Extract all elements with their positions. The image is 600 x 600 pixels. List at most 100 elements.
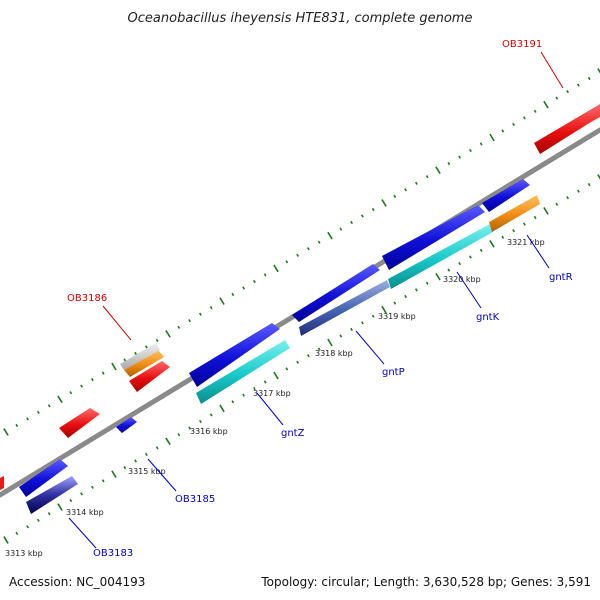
feature-ob3191[interactable] — [534, 104, 600, 154]
feature-gntK-forward[interactable] — [382, 205, 485, 270]
major-tick — [165, 437, 171, 446]
leader-line — [102, 305, 132, 341]
feature-gntK-reverse[interactable] — [388, 224, 493, 289]
feature-ob3183-reverse[interactable] — [26, 476, 78, 514]
gene-label-gntZ[interactable]: gntZ — [281, 428, 305, 439]
major-tick — [57, 395, 63, 404]
kbp-label: 3319 kbp — [378, 312, 416, 321]
gene-label-ob3186[interactable]: OB3186 — [67, 293, 107, 304]
gene-label-ob3191[interactable]: OB3191 — [502, 39, 542, 50]
minor-tick — [155, 338, 159, 343]
minor-tick — [371, 314, 375, 318]
major-tick — [3, 536, 9, 544]
minor-tick — [47, 404, 51, 408]
minor-tick — [253, 386, 256, 391]
kbp-label: 3315 kbp — [128, 467, 166, 476]
minor-tick — [479, 142, 483, 146]
minor-tick — [242, 286, 245, 290]
outer-tick-track — [3, 68, 600, 436]
minor-tick — [469, 255, 472, 259]
gene-label-ob3183[interactable]: OB3183 — [93, 548, 133, 559]
feature-gntR-reverse[interactable] — [489, 195, 540, 232]
minor-tick — [447, 268, 451, 272]
major-tick — [489, 239, 495, 248]
minor-tick — [350, 220, 353, 225]
minor-tick — [479, 248, 483, 253]
minor-tick — [26, 417, 29, 421]
minor-tick — [209, 305, 213, 310]
feature-gntR-forward[interactable] — [482, 179, 530, 212]
minor-tick — [253, 279, 256, 284]
minor-tick — [350, 327, 353, 332]
gene-label-gntR[interactable]: gntR — [549, 272, 573, 283]
minor-tick — [209, 413, 213, 417]
minor-tick — [371, 207, 375, 212]
minor-tick — [317, 240, 321, 244]
minor-tick — [317, 347, 321, 351]
minor-tick — [134, 351, 137, 356]
feature-gntZ-forward[interactable] — [189, 323, 280, 387]
minor-tick — [393, 194, 397, 199]
minor-tick — [199, 312, 202, 316]
leader-line — [456, 271, 482, 309]
minor-tick — [587, 76, 591, 81]
minor-tick — [263, 380, 267, 384]
minor-tick — [339, 334, 343, 338]
topology-text: Topology: circular; Length: 3,630,528 bp… — [260, 575, 591, 589]
feature-gntP-forward[interactable] — [292, 264, 380, 322]
minor-tick — [123, 358, 127, 362]
feature-ob3186-red[interactable] — [129, 361, 170, 392]
major-tick — [543, 207, 549, 215]
gene-label-gntK[interactable]: gntK — [476, 312, 500, 323]
minor-tick — [37, 410, 40, 415]
feature-ob3186-orange[interactable] — [124, 350, 164, 377]
minor-tick — [263, 273, 267, 277]
minor-tick — [458, 155, 461, 159]
minor-tick — [577, 83, 580, 87]
minor-tick — [69, 498, 73, 503]
major-tick — [273, 371, 279, 380]
kbp-label: 3314 kbp — [66, 508, 104, 517]
gene-label-gntP[interactable]: gntP — [382, 367, 405, 378]
minor-tick — [188, 426, 191, 430]
major-tick — [327, 338, 333, 347]
minor-tick — [555, 202, 559, 206]
gene-label-ob3185[interactable]: OB3185 — [175, 494, 215, 505]
minor-tick — [404, 294, 407, 299]
kbp-label: 3317 kbp — [253, 389, 291, 398]
major-tick — [219, 297, 225, 305]
feature-red-left[interactable] — [59, 408, 100, 438]
minor-tick — [231, 400, 235, 404]
minor-tick — [415, 181, 418, 185]
feature-gntZ-reverse[interactable] — [196, 340, 290, 404]
minor-tick — [458, 261, 461, 266]
leader-line — [256, 392, 284, 426]
minor-tick — [523, 222, 526, 226]
minor-tick — [361, 321, 364, 325]
major-tick — [57, 503, 63, 511]
accession-text: Accession: NC_004193 — [9, 575, 145, 589]
minor-tick — [91, 485, 94, 489]
minor-tick — [134, 459, 137, 463]
minor-tick — [231, 292, 235, 297]
minor-tick — [199, 419, 202, 424]
minor-tick — [15, 531, 19, 536]
major-tick — [597, 174, 600, 180]
minor-tick — [285, 367, 289, 371]
minor-tick — [177, 433, 181, 437]
feature-ob3185[interactable] — [116, 417, 137, 433]
major-tick — [3, 428, 9, 436]
minor-tick — [37, 518, 40, 522]
feature-gntP-reverse[interactable] — [299, 280, 390, 336]
minor-tick — [577, 189, 580, 193]
minor-tick — [523, 116, 526, 120]
minor-tick — [80, 384, 83, 388]
minor-tick — [339, 227, 343, 231]
minor-tick — [296, 253, 299, 257]
feature-ob3183-forward[interactable] — [19, 459, 68, 497]
major-tick — [435, 166, 441, 175]
minor-tick — [69, 391, 73, 395]
leader-line — [540, 51, 564, 89]
feature-ob3186-gray[interactable] — [120, 343, 160, 370]
